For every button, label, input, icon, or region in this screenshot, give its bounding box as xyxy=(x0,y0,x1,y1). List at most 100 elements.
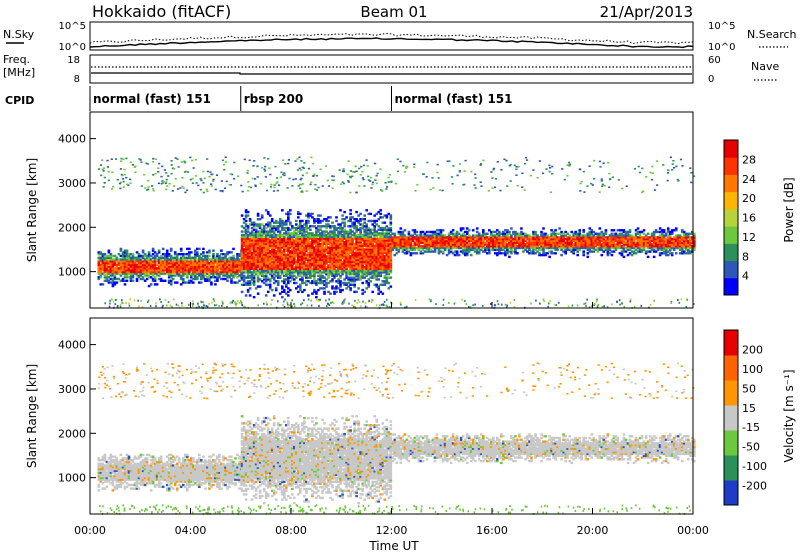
echo-cell xyxy=(332,179,335,182)
echo-cell xyxy=(325,241,328,244)
echo-cell xyxy=(325,283,328,286)
echo-cell xyxy=(230,258,233,261)
echo-cell xyxy=(147,274,151,277)
echo-cell xyxy=(270,239,274,242)
echo-cell xyxy=(184,265,187,268)
echo-cell xyxy=(153,276,157,279)
echo-cell xyxy=(252,253,256,256)
echo-cell xyxy=(281,280,284,283)
echo-cell xyxy=(167,253,171,256)
echo-cell xyxy=(291,265,294,269)
echo-cell xyxy=(266,235,270,239)
echo-cell xyxy=(254,287,258,290)
echo-cell xyxy=(220,269,223,272)
echo-cell xyxy=(165,269,169,272)
echo-cell xyxy=(258,233,262,237)
echo-cell xyxy=(248,253,252,256)
echo-cell xyxy=(143,258,147,261)
echo-cell xyxy=(224,269,227,272)
echo-cell xyxy=(177,263,181,267)
echo-cell xyxy=(129,178,132,181)
echo-cell xyxy=(301,237,304,240)
echo-cell xyxy=(111,260,115,263)
echo-cell xyxy=(147,269,151,272)
echo-cell xyxy=(212,265,215,268)
echo-cell xyxy=(220,267,223,270)
echo-cell xyxy=(137,258,141,261)
echo-cell xyxy=(258,248,262,251)
echo-cell xyxy=(315,248,318,251)
echo-cell xyxy=(278,221,282,224)
echo-cell xyxy=(319,221,322,224)
echo-cell xyxy=(291,233,294,237)
echo-cell xyxy=(327,255,330,258)
echo-cell xyxy=(99,267,103,270)
echo-cell xyxy=(486,232,489,235)
echo-cell xyxy=(370,187,373,189)
echo-cell xyxy=(97,267,101,270)
echo-cell xyxy=(274,262,278,265)
echo-cell xyxy=(342,170,345,173)
echo-cell xyxy=(228,276,231,279)
echo-cell xyxy=(107,261,111,265)
echo-cell xyxy=(238,302,241,304)
echo-cell xyxy=(200,269,203,272)
echo-cell xyxy=(165,254,169,258)
echo-cell xyxy=(309,264,312,267)
echo-cell xyxy=(293,251,296,255)
echo-cell xyxy=(190,256,193,259)
echo-cell xyxy=(301,246,304,249)
echo-cell xyxy=(258,262,262,265)
echo-cell xyxy=(516,252,519,255)
echo-cell xyxy=(145,254,149,258)
echo-cell xyxy=(145,274,149,277)
echo-cell xyxy=(293,226,296,230)
echo-cell xyxy=(219,190,222,192)
echo-cell xyxy=(256,176,259,178)
echo-cell xyxy=(200,263,203,267)
echo-cell xyxy=(305,276,308,279)
echo-cell xyxy=(327,219,330,223)
echo-cell xyxy=(153,270,157,274)
echo-cell xyxy=(167,258,171,261)
echo-cell xyxy=(218,267,221,270)
echo-cell xyxy=(107,276,111,279)
echo-cell xyxy=(351,304,353,307)
echo-cell xyxy=(548,255,551,259)
echo-cell xyxy=(317,251,320,255)
echo-cell xyxy=(266,267,270,270)
echo-cell xyxy=(293,281,296,285)
echo-cell xyxy=(287,262,290,265)
echo-cell xyxy=(285,260,288,263)
echo-cell xyxy=(196,270,199,274)
echo-cell xyxy=(169,304,172,307)
echo-cell xyxy=(107,249,111,252)
echo-cell xyxy=(252,280,256,283)
echo-cell xyxy=(371,299,374,302)
echo-cell xyxy=(244,265,248,269)
echo-cell xyxy=(321,233,324,237)
echo-cell xyxy=(113,274,117,277)
echo-cell xyxy=(301,255,304,258)
echo-cell xyxy=(270,226,274,230)
echo-cell xyxy=(238,279,241,282)
echo-cell xyxy=(188,269,191,272)
echo-cell xyxy=(274,274,278,278)
echo-cell xyxy=(194,261,197,265)
echo-cell xyxy=(299,226,302,230)
echo-cell xyxy=(323,232,326,235)
echo-cell xyxy=(329,273,332,276)
echo-cell xyxy=(287,244,290,247)
echo-cell xyxy=(260,239,264,242)
echo-cell xyxy=(361,177,364,179)
echo-cell xyxy=(264,241,268,244)
echo-cell xyxy=(242,248,246,251)
echo-cell xyxy=(238,267,241,270)
echo-cell xyxy=(240,265,244,269)
echo-cell xyxy=(315,241,318,244)
echo-cell xyxy=(117,272,121,275)
echo-cell xyxy=(184,267,187,270)
echo-cell xyxy=(285,230,288,233)
echo-cell xyxy=(325,258,328,262)
echo-cell xyxy=(319,278,322,281)
